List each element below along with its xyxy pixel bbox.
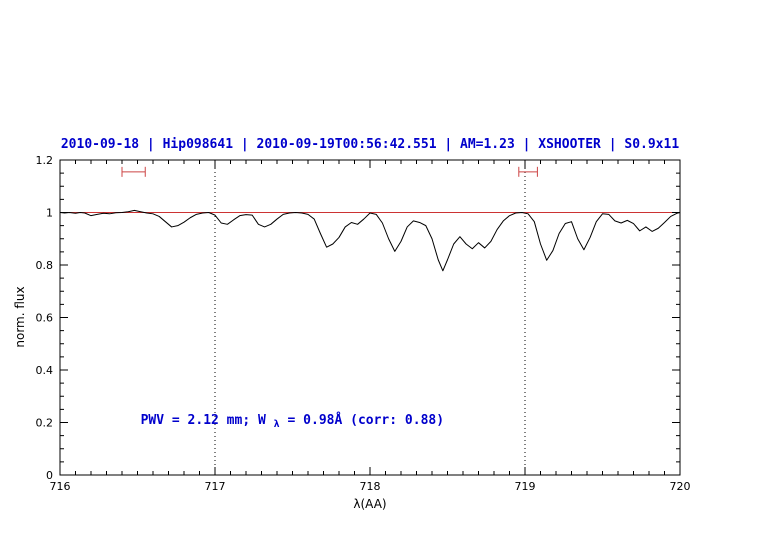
annotation-prefix: PWV = 2.12 mm; W <box>141 413 266 428</box>
x-axis-label: λ(AA) <box>353 497 386 511</box>
pwv-annotation: PWV = 2.12 mm; W λ = 0.98Å (corr: 0.88) <box>141 412 444 431</box>
annotation-subscript: λ <box>274 419 280 430</box>
annotation-suffix: = 0.98Å (corr: 0.88) <box>288 412 445 428</box>
y-tick-label: 0.6 <box>36 312 54 325</box>
y-tick-label: 1.2 <box>36 154 54 167</box>
x-tick-label: 720 <box>670 480 691 493</box>
x-tick-label: 716 <box>50 480 71 493</box>
y-tick-label: 0.4 <box>36 364 54 377</box>
y-tick-label: 1 <box>46 207 53 220</box>
x-tick-label: 718 <box>360 480 381 493</box>
y-tick-label: 0.8 <box>36 259 54 272</box>
x-tick-label: 719 <box>515 480 536 493</box>
y-tick-label: 0.2 <box>36 417 54 430</box>
x-tick-label: 717 <box>205 480 226 493</box>
spectrum-line <box>59 209 681 272</box>
plot-dynamic-layer: 716 717 718 719 720 0 0.2 0.4 0.6 0.8 1 1.2 <box>36 154 691 493</box>
plot-title: 2010-09-18 | Hip098641 | 2010-09-19T00:5… <box>61 137 679 152</box>
y-axis-label: norm. flux <box>13 286 27 347</box>
y-tick-label: 0 <box>46 469 53 482</box>
